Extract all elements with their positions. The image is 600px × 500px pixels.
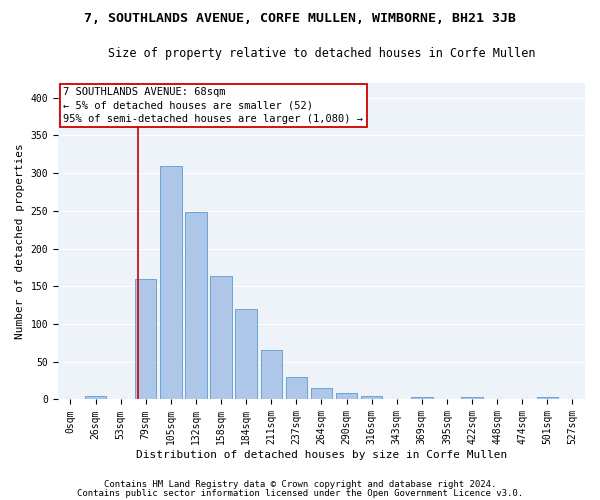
Bar (286, 377, 307, 400)
Bar (411, 397, 433, 400)
Bar (311, 388, 332, 400)
Bar (536, 397, 558, 400)
Bar (361, 396, 382, 400)
Bar (160, 166, 182, 400)
Text: 7, SOUTHLANDS AVENUE, CORFE MULLEN, WIMBORNE, BH21 3JB: 7, SOUTHLANDS AVENUE, CORFE MULLEN, WIMB… (84, 12, 516, 26)
Bar (235, 309, 257, 400)
Text: Contains public sector information licensed under the Open Government Licence v3: Contains public sector information licen… (77, 488, 523, 498)
Bar (185, 212, 206, 400)
Bar (211, 276, 232, 400)
Bar (260, 350, 282, 400)
Bar (135, 278, 157, 400)
Bar (336, 394, 357, 400)
Y-axis label: Number of detached properties: Number of detached properties (15, 143, 25, 339)
Bar (85, 396, 106, 400)
Text: Contains HM Land Registry data © Crown copyright and database right 2024.: Contains HM Land Registry data © Crown c… (104, 480, 496, 489)
Title: Size of property relative to detached houses in Corfe Mullen: Size of property relative to detached ho… (108, 48, 535, 60)
Bar (461, 397, 483, 400)
X-axis label: Distribution of detached houses by size in Corfe Mullen: Distribution of detached houses by size … (136, 450, 507, 460)
Text: 7 SOUTHLANDS AVENUE: 68sqm
← 5% of detached houses are smaller (52)
95% of semi-: 7 SOUTHLANDS AVENUE: 68sqm ← 5% of detac… (63, 88, 363, 124)
